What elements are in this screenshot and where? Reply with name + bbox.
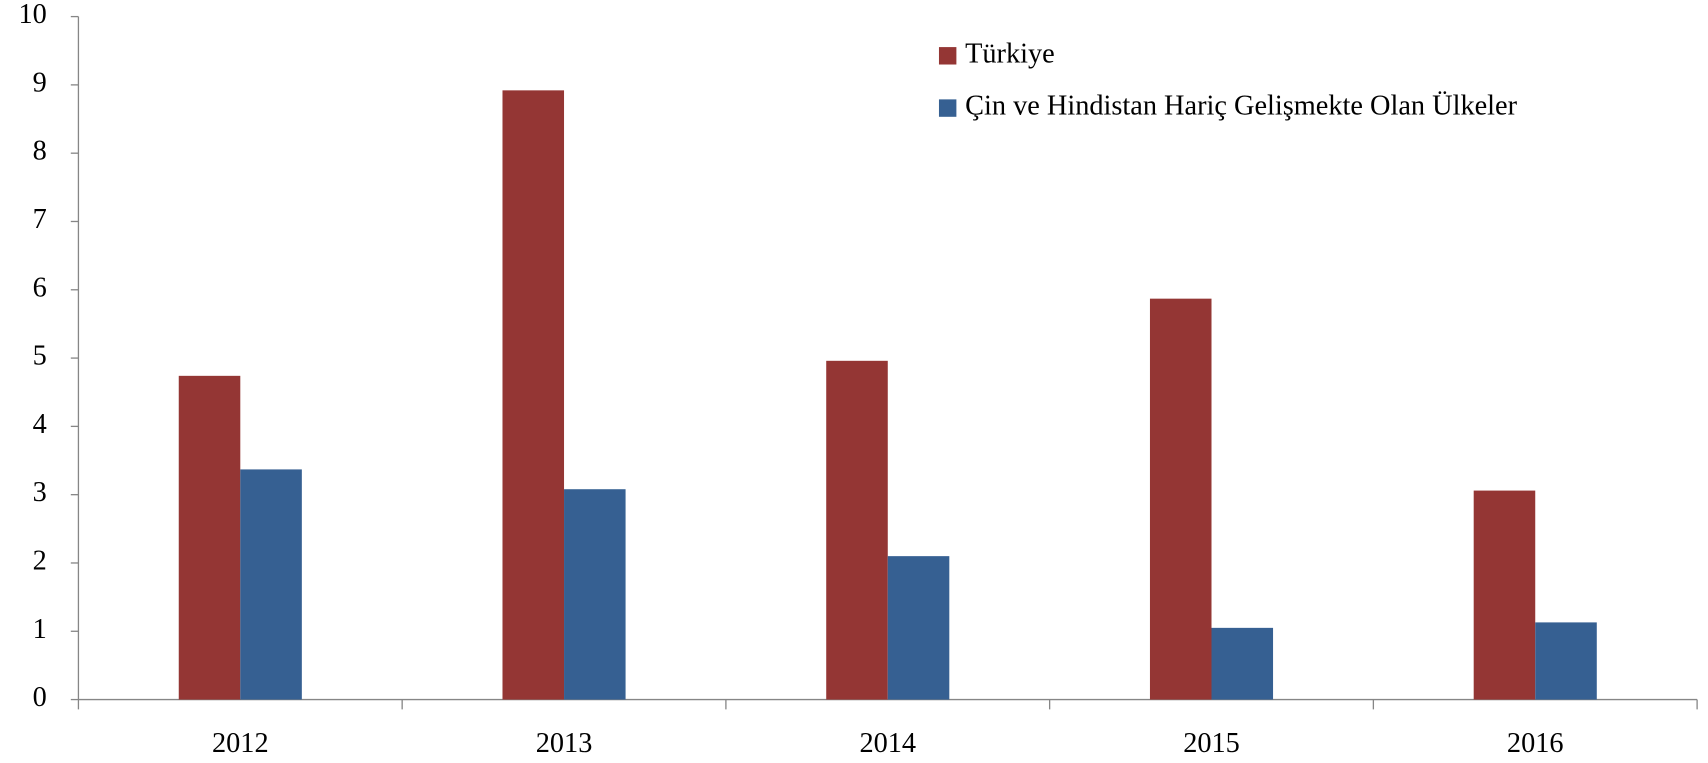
y-tick-label: 6	[33, 272, 47, 303]
y-tick-label: 5	[33, 341, 47, 372]
bar	[826, 360, 888, 700]
legend-label: Türkiye	[965, 38, 1055, 69]
bar	[564, 489, 626, 700]
bar	[502, 90, 565, 700]
bar	[178, 375, 241, 700]
x-tick-label: 2014	[859, 728, 916, 759]
y-tick-label: 1	[33, 614, 47, 645]
y-tick-label: 8	[33, 136, 47, 167]
y-tick-label: 3	[33, 477, 47, 508]
y-tick-label: 9	[33, 67, 47, 98]
y-tick-label: 10	[19, 0, 47, 30]
legend-swatch	[938, 47, 957, 65]
y-tick-label: 4	[33, 409, 47, 440]
x-tick-label: 2016	[1507, 728, 1564, 759]
legend-label: Çin ve Hindistan Hariç Gelişmekte Olan Ü…	[965, 91, 1518, 122]
y-tick-label: 2	[33, 545, 47, 576]
bar	[1149, 298, 1212, 700]
bar	[1535, 622, 1597, 700]
x-tick-label: 2015	[1183, 728, 1240, 759]
bar	[887, 556, 950, 700]
y-tick-label: 7	[33, 204, 47, 235]
bar	[1211, 627, 1274, 700]
bar	[1473, 490, 1536, 700]
bar	[240, 469, 302, 700]
legend-swatch	[938, 99, 957, 117]
x-tick-label: 2012	[212, 728, 269, 759]
x-tick-label: 2013	[536, 728, 593, 759]
y-tick-label: 0	[33, 682, 47, 713]
